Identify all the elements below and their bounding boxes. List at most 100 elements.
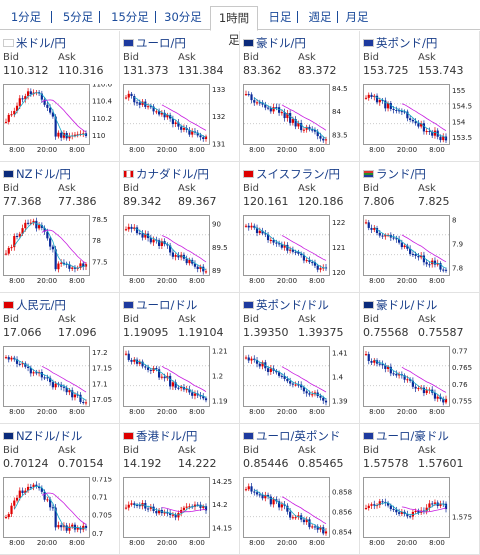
candle-body bbox=[297, 515, 300, 518]
pair-name[interactable]: 豪ドル/円 bbox=[256, 36, 306, 50]
currency-pair-link[interactable]: 人民元/円 bbox=[3, 297, 66, 312]
candle-body bbox=[403, 375, 406, 380]
moving-average-line bbox=[281, 235, 327, 261]
currency-pair-link[interactable]: NZドル/ドル bbox=[3, 428, 83, 443]
currency-pair-link[interactable]: 米ドル/円 bbox=[3, 35, 66, 50]
candle-body bbox=[133, 503, 136, 505]
currency-pair-link[interactable]: 香港ドル/円 bbox=[123, 428, 198, 443]
candle-body bbox=[381, 363, 384, 366]
candle-body bbox=[444, 503, 448, 510]
candle-body bbox=[305, 391, 308, 394]
candle-body bbox=[35, 372, 38, 374]
tab-5[interactable]: 日足 bbox=[262, 6, 298, 30]
pair-name[interactable]: 英ポンド/ドル bbox=[256, 298, 329, 312]
pair-name[interactable]: ユーロ/ドル bbox=[136, 298, 198, 312]
moving-average-line bbox=[14, 358, 87, 401]
y-tick-label: 89.5 bbox=[212, 244, 228, 252]
chart-frame bbox=[243, 346, 330, 407]
candle-body bbox=[375, 228, 379, 233]
bid-value: 0.85446 bbox=[243, 457, 289, 470]
tab-7[interactable]: 月足 bbox=[345, 10, 369, 24]
pair-name[interactable]: スイスフラン/円 bbox=[256, 167, 341, 181]
candle-body bbox=[135, 227, 139, 234]
candle-body bbox=[300, 384, 303, 388]
candle-body bbox=[294, 251, 297, 253]
candle-body bbox=[138, 233, 141, 235]
bid-value: 17.066 bbox=[3, 326, 42, 339]
moving-average-line bbox=[13, 485, 87, 529]
currency-pair-link[interactable]: ユーロ/英ポンド bbox=[243, 428, 341, 443]
candle-body bbox=[127, 504, 130, 508]
candle-body bbox=[180, 126, 183, 130]
currency-pair-link[interactable]: スイスフラン/円 bbox=[243, 166, 341, 181]
pair-name[interactable]: 豪ドル/ドル bbox=[376, 298, 438, 312]
y-tick-label: 0.705 bbox=[92, 512, 112, 520]
pair-name[interactable]: ランド/円 bbox=[376, 167, 426, 181]
ask-value: 1.57601 bbox=[418, 457, 464, 470]
currency-pair-link[interactable]: ランド/円 bbox=[363, 166, 426, 181]
candle-body bbox=[144, 233, 147, 238]
tab-6[interactable]: 週足 bbox=[302, 6, 338, 30]
tab-4[interactable]: 1時間足 bbox=[210, 6, 258, 47]
candle-body bbox=[425, 507, 428, 512]
candle-body bbox=[431, 131, 434, 136]
tab-0[interactable]: 1分足 bbox=[0, 6, 52, 30]
currency-pair-link[interactable]: 英ポンド/円 bbox=[363, 35, 438, 50]
x-tick-label: 20:00 bbox=[277, 277, 297, 285]
candle-body bbox=[258, 102, 261, 104]
y-tick-label: 8 bbox=[452, 216, 456, 224]
y-tick-label: 78.5 bbox=[92, 216, 108, 224]
candle-body bbox=[291, 383, 294, 385]
pair-name[interactable]: 米ドル/円 bbox=[16, 36, 66, 50]
x-tick-label: 20:00 bbox=[37, 277, 57, 285]
candle-body bbox=[15, 359, 19, 364]
candle-body bbox=[420, 123, 423, 127]
x-tick-label: 8:00 bbox=[189, 277, 205, 285]
candle-body bbox=[169, 245, 172, 253]
pair-name[interactable]: NZドル/円 bbox=[16, 167, 71, 181]
currency-pair-link[interactable]: ユーロ/ドル bbox=[123, 297, 198, 312]
candle-body bbox=[204, 506, 208, 511]
pair-name[interactable]: 英ポンド/円 bbox=[376, 36, 438, 50]
pair-name[interactable]: ユーロ/英ポンド bbox=[256, 429, 341, 443]
currency-pair-link[interactable]: NZドル/円 bbox=[3, 166, 71, 181]
currency-pair-link[interactable]: カナダドル/円 bbox=[123, 166, 209, 181]
candle-body bbox=[202, 266, 205, 272]
candle-body bbox=[18, 490, 21, 498]
currency-pair-link[interactable]: ユーロ/豪ドル bbox=[363, 428, 449, 443]
candle-body bbox=[414, 121, 417, 124]
moving-average-line bbox=[254, 358, 327, 400]
candle-body bbox=[294, 119, 297, 127]
candle-body bbox=[250, 94, 253, 101]
candle-body bbox=[149, 238, 152, 243]
currency-pair-link[interactable]: ユーロ/円 bbox=[123, 35, 186, 50]
currency-panel: ユーロ/豪ドル Bid 1.57578 Ask 1.57601 1.575 8:00 20:0… bbox=[360, 424, 480, 555]
candle-body bbox=[127, 226, 130, 230]
tab-2[interactable]: 15分足 bbox=[104, 6, 156, 30]
x-tick-label: 8:00 bbox=[189, 146, 205, 154]
candle-body bbox=[26, 366, 30, 368]
pair-name[interactable]: ユーロ/豪ドル bbox=[376, 429, 449, 443]
pair-name[interactable]: 人民元/円 bbox=[16, 298, 66, 312]
tab-1[interactable]: 5分足 bbox=[56, 6, 100, 30]
price-chart: 78.5 78 77.5 8:00 20:00 8:00 bbox=[3, 215, 108, 285]
ask-value: 89.367 bbox=[178, 195, 217, 208]
currency-pair-link[interactable]: 豪ドル/ドル bbox=[363, 297, 438, 312]
candle-body bbox=[269, 239, 272, 241]
tab-3[interactable]: 30分足 bbox=[164, 10, 202, 24]
bid-label: Bid bbox=[363, 314, 379, 325]
candle-body bbox=[431, 503, 434, 505]
pair-name[interactable]: ユーロ/円 bbox=[136, 36, 186, 50]
pair-name[interactable]: カナダドル/円 bbox=[136, 167, 209, 181]
currency-pair-link[interactable]: 英ポンド/ドル bbox=[243, 297, 329, 312]
candle-body bbox=[124, 353, 128, 355]
currency-pair-link[interactable]: 豪ドル/円 bbox=[243, 35, 306, 50]
candle-body bbox=[163, 112, 166, 118]
candle-body bbox=[43, 491, 46, 500]
candle-body bbox=[51, 507, 54, 509]
y-tick-label: 133 bbox=[212, 86, 225, 94]
candle-body bbox=[79, 527, 82, 530]
pair-name[interactable]: 香港ドル/円 bbox=[136, 429, 198, 443]
pair-name[interactable]: NZドル/ドル bbox=[16, 429, 83, 443]
candle-body bbox=[244, 357, 248, 359]
